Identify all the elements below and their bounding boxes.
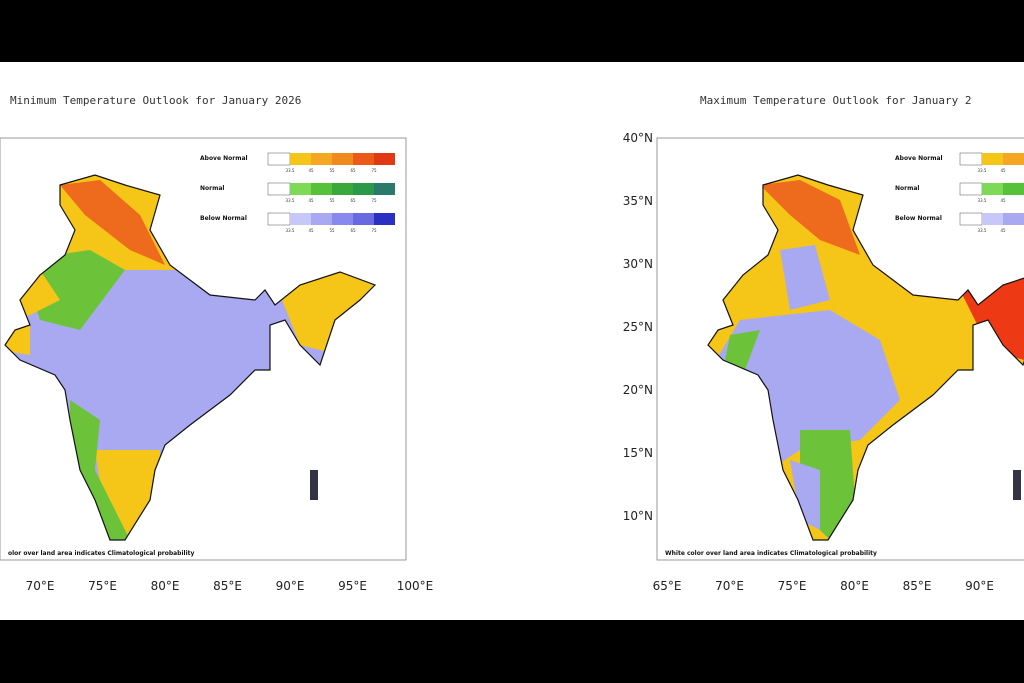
legend-label: Below Normal xyxy=(895,215,942,222)
maps: Minimum Temperature Outlook for January … xyxy=(0,94,1024,593)
x-tick-label: 85°E xyxy=(903,579,932,593)
legend-scale: 75 xyxy=(371,198,377,203)
legend-scale: 45 xyxy=(308,168,314,173)
legend-swatch xyxy=(353,183,374,195)
x-tick-label: 80°E xyxy=(840,579,869,593)
y-tick-label: 20°N xyxy=(623,383,653,397)
legend-scale: 33.5 xyxy=(286,228,295,233)
legend-scale: 33.5 xyxy=(978,168,987,173)
probability-region xyxy=(790,460,820,530)
boundary xyxy=(707,174,1024,541)
footnote: White color over land area indicates Cli… xyxy=(665,550,877,557)
legend-swatch xyxy=(332,183,353,195)
legend-swatch xyxy=(374,183,395,195)
legend-scale: 55 xyxy=(329,168,335,173)
legend-scale: 45 xyxy=(308,228,314,233)
legend-swatch xyxy=(1003,153,1024,165)
legend-box xyxy=(959,212,983,226)
legend-box xyxy=(267,152,291,166)
legend-label: Normal xyxy=(200,185,224,192)
legend-swatch xyxy=(374,153,395,165)
boundary xyxy=(4,174,377,541)
legend-scale: 75 xyxy=(371,168,377,173)
x-tick-label: 80°E xyxy=(151,579,180,593)
legend-swatch xyxy=(311,213,332,225)
legend-scale: 55 xyxy=(329,228,335,233)
x-tick-label: 90°E xyxy=(965,579,994,593)
legend-box xyxy=(267,212,291,226)
legend-swatch xyxy=(982,213,1003,225)
legend-scale: 45 xyxy=(1000,168,1006,173)
y-tick-label: 15°N xyxy=(623,446,653,460)
legend-swatch xyxy=(982,183,1003,195)
islands xyxy=(1013,470,1021,500)
legend-swatch xyxy=(1003,183,1024,195)
legend-label: Above Normal xyxy=(200,155,248,162)
legend-label: Below Normal xyxy=(200,215,247,222)
legend-swatch xyxy=(290,213,311,225)
legend-label: Normal xyxy=(895,185,919,192)
legend-swatch xyxy=(311,153,332,165)
legend-swatch xyxy=(374,213,395,225)
y-tick-label: 30°N xyxy=(623,257,653,271)
probability-region xyxy=(725,330,760,370)
y-tick-label: 40°N xyxy=(623,131,653,145)
legend-scale: 33.5 xyxy=(978,198,987,203)
legend-swatch xyxy=(290,153,311,165)
probability-region xyxy=(60,180,165,265)
legend-scale: 75 xyxy=(371,228,377,233)
legend-scale: 33.5 xyxy=(978,228,987,233)
legend-swatch xyxy=(332,213,353,225)
probability-region xyxy=(70,400,130,540)
legend-swatch xyxy=(311,183,332,195)
legend-scale: 45 xyxy=(1000,198,1006,203)
probability-region xyxy=(780,245,830,310)
legend-swatch xyxy=(290,183,311,195)
x-tick-label: 100°E xyxy=(397,579,434,593)
legend-label: Above Normal xyxy=(895,155,943,162)
map-title: Minimum Temperature Outlook for January … xyxy=(10,94,301,107)
legend-scale: 65 xyxy=(350,228,356,233)
legend-scale: 65 xyxy=(350,198,356,203)
legend-swatch xyxy=(353,213,374,225)
x-tick-label: 75°E xyxy=(778,579,807,593)
x-tick-label: 90°E xyxy=(276,579,305,593)
legend-scale: 33.5 xyxy=(286,198,295,203)
x-tick-label: 70°E xyxy=(715,579,744,593)
x-tick-label: 75°E xyxy=(88,579,117,593)
map-title: Maximum Temperature Outlook for January … xyxy=(700,94,972,107)
map-panel: Minimum Temperature Outlook for January … xyxy=(0,94,433,593)
x-tick-label: 70°E xyxy=(26,579,55,593)
footnote: olor over land area indicates Climatolog… xyxy=(8,550,194,557)
legend-swatch xyxy=(1003,213,1024,225)
legend-scale: 45 xyxy=(1000,228,1006,233)
y-tick-label: 10°N xyxy=(623,509,653,523)
x-tick-label: 65°E xyxy=(653,579,682,593)
legend-swatch xyxy=(332,153,353,165)
legend-box xyxy=(959,152,983,166)
map-panel: Maximum Temperature Outlook for January … xyxy=(623,94,1024,593)
probability-region xyxy=(760,180,860,255)
legend-swatch xyxy=(353,153,374,165)
legend-box xyxy=(959,182,983,196)
legend-scale: 45 xyxy=(308,198,314,203)
x-tick-label: 95°E xyxy=(338,579,367,593)
x-tick-label: 85°E xyxy=(213,579,242,593)
legend-swatch xyxy=(982,153,1003,165)
y-tick-label: 25°N xyxy=(623,320,653,334)
legend-scale: 55 xyxy=(329,198,335,203)
legend-box xyxy=(267,182,291,196)
legend-scale: 33.5 xyxy=(286,168,295,173)
islands xyxy=(310,470,318,500)
legend-scale: 65 xyxy=(350,168,356,173)
y-tick-label: 35°N xyxy=(623,194,653,208)
